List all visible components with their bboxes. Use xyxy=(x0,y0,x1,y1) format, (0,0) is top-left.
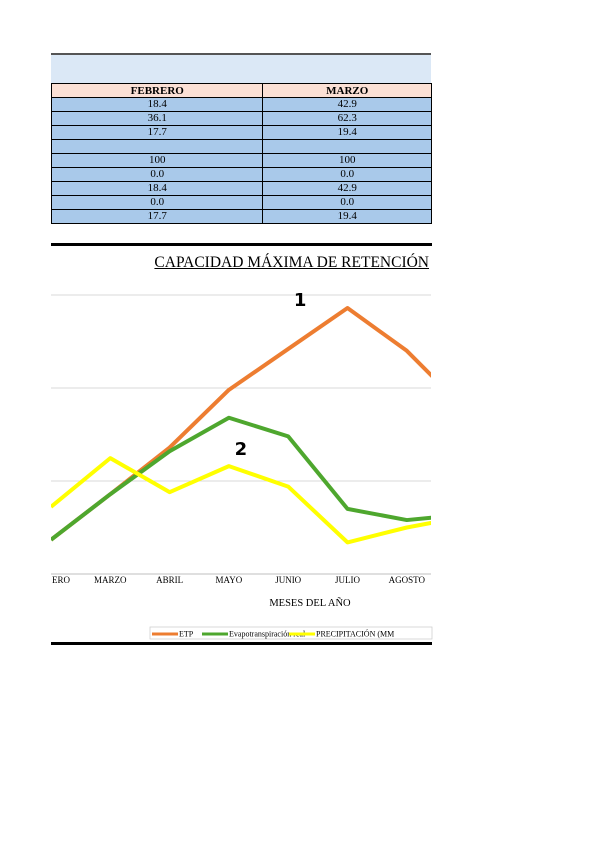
table-row: 18.4 42.9 xyxy=(50,97,432,112)
table-cell: 18.4 xyxy=(50,97,264,112)
legend-label: Evapotranspiración real xyxy=(229,630,306,639)
table-row: 17.7 19.4 xyxy=(50,209,432,224)
table-row: 100 100 xyxy=(50,153,432,168)
table-cell: 17.7 xyxy=(50,209,264,224)
table-row: 0.0 0.0 xyxy=(50,195,432,210)
table-row: 18.4 42.9 xyxy=(50,181,432,196)
table-row: 36.1 62.3 xyxy=(50,111,432,126)
column-header: MARZO xyxy=(262,83,432,98)
x-axis-title: MESES DEL AÑO xyxy=(269,597,351,609)
x-tick-label: JULIO xyxy=(335,575,360,585)
table-cell: 0.0 xyxy=(50,195,264,210)
x-tick-label: ERO xyxy=(52,575,71,585)
legend-label: ETP xyxy=(179,630,194,639)
legend-label: PRECIPITACIÓN (MM xyxy=(316,629,394,639)
table-cell: 19.4 xyxy=(262,125,432,140)
series-line xyxy=(51,456,431,545)
table-cell: 17.7 xyxy=(50,125,264,140)
monthly-data-table: FEBRERO MARZO 18.4 42.9 36.1 62.3 17.7 19.4 10… xyxy=(50,83,432,224)
table-cell: 19.4 xyxy=(262,209,432,224)
series-line xyxy=(51,415,431,542)
table-cell: 0.0 xyxy=(262,167,432,182)
x-tick-label: JUNIO xyxy=(275,575,301,585)
column-header: FEBRERO xyxy=(50,83,264,98)
table-cell: 62.3 xyxy=(262,111,432,126)
table-row: 17.7 19.4 xyxy=(50,125,432,140)
chart-top-rule xyxy=(51,243,432,246)
x-tick-label: ABRIL xyxy=(156,575,183,585)
series-line xyxy=(51,306,431,542)
x-tick-label: MARZO xyxy=(94,575,127,585)
chart-title: CAPACIDAD MÁXIMA DE RETENCIÓN xyxy=(154,254,429,271)
table-cell: 0.0 xyxy=(262,195,432,210)
table-cell: 18.4 xyxy=(50,181,264,196)
annotation-label: 1 xyxy=(294,290,307,311)
table-cell: 100 xyxy=(50,153,264,168)
x-tick-label: AGOSTO xyxy=(389,575,426,585)
chart-bottom-rule xyxy=(51,642,432,645)
table-cell: 0.0 xyxy=(50,167,264,182)
table-header-row: FEBRERO MARZO xyxy=(50,83,432,98)
table-row: 0.0 0.0 xyxy=(50,167,432,182)
annotation-label: 2 xyxy=(235,439,248,460)
x-tick-label: MAYO xyxy=(216,575,243,585)
sheet-header-band xyxy=(51,53,431,83)
table-cell: 36.1 xyxy=(50,111,264,126)
